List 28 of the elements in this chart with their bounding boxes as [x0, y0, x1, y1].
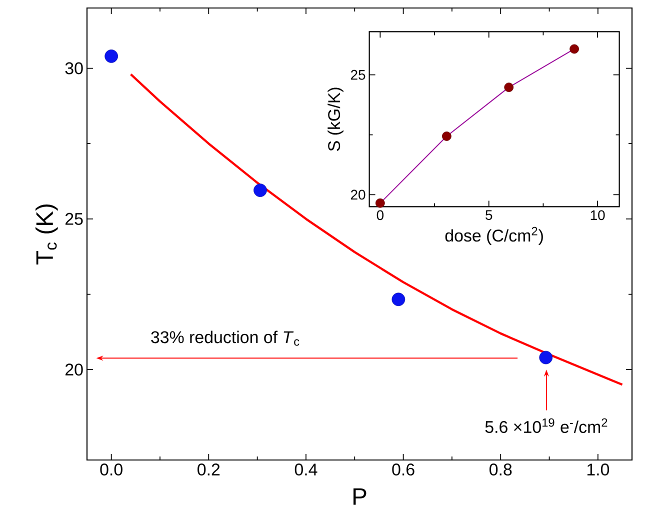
x-axis-title: dose (C/cm$^{2}$) [445, 226, 543, 245]
point [539, 350, 553, 364]
x-tick-label: 0.2 [198, 464, 220, 476]
x-tick-label: 10 [590, 210, 605, 220]
point [104, 50, 118, 63]
point [504, 82, 514, 92]
annotation: 5.6 ×10$^{19}$ e$^{-}$/cm$^{2}$ [485, 418, 608, 434]
y-axis-title: S (kG/K) [328, 88, 344, 151]
y-tick-label: 20 [66, 364, 83, 376]
y-tick-label: 20 [350, 190, 366, 200]
x-axis-title: P [354, 488, 366, 505]
y-tick-label: 30 [65, 62, 83, 74]
y-tick-label: 25 [350, 70, 366, 80]
x-tick-label: 0.6 [392, 464, 414, 476]
y-tick-label: 25 [66, 212, 83, 225]
point [392, 292, 406, 306]
x-tick-label: 0.0 [100, 464, 122, 476]
x-tick-label: 0 [376, 210, 384, 220]
point [254, 184, 267, 197]
point [570, 44, 579, 54]
x-tick-label: 0.4 [294, 464, 318, 476]
x-tick-label: 5 [486, 210, 492, 220]
point [375, 198, 385, 208]
annotation: 33% reduction of T$_{c}$ [151, 330, 300, 346]
y-axis-title: T$_{c}$ (K) [36, 204, 58, 264]
x-tick-label: 0.8 [490, 464, 512, 476]
point [442, 132, 452, 141]
x-tick-label: 1.0 [587, 464, 610, 476]
